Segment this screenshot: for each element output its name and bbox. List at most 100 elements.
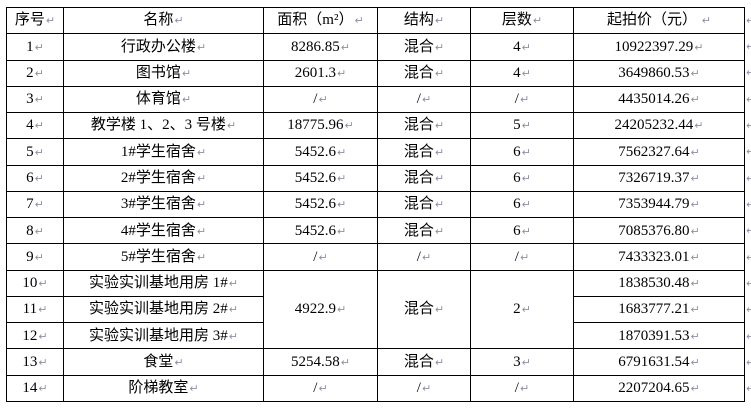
cell-structure[interactable]: 混合↵ [377, 348, 471, 376]
cell-structure-merged[interactable]: 混合↵ [377, 269, 471, 350]
cell-text: 7562327.64 [618, 143, 690, 160]
cell-floors[interactable]: 6↵ [470, 164, 574, 192]
cell-price[interactable]: 7353944.79↵ [573, 190, 745, 219]
cell-structure[interactable]: 混合↵ [377, 59, 471, 87]
cell-name[interactable]: 5#学生宿舍↵ [63, 243, 264, 271]
header-area[interactable]: 面积（m²）↵ [263, 6, 378, 35]
cell-end-mark: ↵ [318, 250, 328, 264]
cell-name[interactable]: 4#学生宿舍↵ [63, 217, 264, 245]
header-structure[interactable]: 结构↵ [377, 6, 471, 35]
cell-floors[interactable]: /↵ [470, 85, 574, 114]
cell-structure[interactable]: /↵ [377, 85, 471, 114]
cell-floors[interactable]: 5↵ [470, 112, 574, 140]
cell-end-mark: ↵ [521, 224, 531, 238]
cell-area[interactable]: 18775.96↵ [263, 112, 378, 140]
cell-area-merged[interactable]: 4922.9↵ [263, 269, 378, 350]
cell-no[interactable]: 1↵ [6, 33, 64, 61]
cell-text: 混合 [403, 353, 434, 370]
cell-floors[interactable]: /↵ [470, 374, 574, 403]
cell-name[interactable]: 体育馆↵ [63, 85, 264, 114]
cell-no[interactable]: 6↵ [6, 164, 64, 192]
cell-price[interactable]: 3649860.53↵ [573, 59, 745, 87]
cell-no[interactable]: 11↵ [6, 295, 64, 324]
cell-area[interactable]: /↵ [263, 243, 378, 271]
cell-no[interactable]: 8↵ [6, 217, 64, 245]
header-price[interactable]: 起拍价（元） ↵ [573, 6, 745, 35]
cell-end-mark: ↵ [421, 382, 432, 396]
cell-no[interactable]: 7↵ [6, 190, 64, 219]
cell-end-mark: ↵ [189, 382, 199, 396]
cell-price[interactable]: 1870391.53↵ [573, 322, 745, 350]
cell-no[interactable]: 2↵ [6, 59, 64, 87]
row-end-mark: ↵ [746, 329, 751, 343]
cell-no[interactable]: 3↵ [6, 85, 64, 114]
cell-area[interactable]: 5254.58↵ [263, 348, 378, 376]
cell-text: 3#学生宿舍 [120, 196, 196, 213]
cell-no[interactable]: 5↵ [6, 138, 64, 166]
cell-price[interactable]: 10922397.29↵ [573, 33, 745, 61]
cell-name[interactable]: 3#学生宿舍↵ [63, 190, 264, 219]
cell-floors[interactable]: 6↵ [470, 190, 574, 219]
cell-name[interactable]: 行政办公楼↵ [63, 33, 264, 61]
cell-text: 5452.6 [294, 143, 337, 160]
cell-area[interactable]: 5452.6↵ [263, 217, 378, 245]
cell-structure[interactable]: 混合↵ [377, 138, 471, 166]
cell-text: 6 [513, 196, 521, 213]
cell-text: 7353944.79 [618, 196, 690, 213]
cell-name[interactable]: 图书馆↵ [63, 59, 264, 87]
cell-area[interactable]: 5452.6↵ [263, 190, 378, 219]
cell-name[interactable]: 教学楼 1、2、3 号楼↵ [63, 112, 264, 140]
cell-floors[interactable]: 3↵ [470, 348, 574, 376]
cell-floors-merged[interactable]: 2↵ [470, 269, 574, 350]
cell-no[interactable]: 4↵ [6, 112, 64, 140]
cell-structure[interactable]: 混合↵ [377, 164, 471, 192]
cell-area[interactable]: 5452.6↵ [263, 164, 378, 192]
cell-name[interactable]: 实验实训基地用房 3#↵ [63, 322, 264, 350]
cell-area[interactable]: 8286.85↵ [263, 33, 378, 61]
cell-name[interactable]: 实验实训基地用房 2#↵ [63, 295, 264, 324]
cell-area[interactable]: /↵ [263, 85, 378, 114]
cell-price[interactable]: 7433323.01↵ [573, 243, 745, 271]
cell-structure[interactable]: 混合↵ [377, 33, 471, 61]
cell-structure[interactable]: 混合↵ [377, 217, 471, 245]
header-name[interactable]: 名称↵ [63, 6, 264, 35]
cell-price[interactable]: 6791631.54↵ [573, 348, 745, 376]
cell-floors[interactable]: 6↵ [470, 217, 574, 245]
cell-price[interactable]: 2207204.65↵ [573, 374, 745, 403]
cell-price[interactable]: 1838530.48↵ [573, 269, 745, 297]
cell-area[interactable]: 5452.6↵ [263, 138, 378, 166]
cell-no[interactable]: 12↵ [6, 322, 64, 350]
cell-price[interactable]: 7085376.80↵ [573, 217, 745, 245]
cell-price[interactable]: 1683777.21↵ [573, 295, 745, 324]
cell-text: 10 [22, 275, 38, 292]
cell-price[interactable]: 24205232.44↵ [573, 112, 745, 140]
cell-structure[interactable]: 混合↵ [377, 112, 471, 140]
cell-structure[interactable]: 混合↵ [377, 190, 471, 219]
cell-floors[interactable]: 6↵ [470, 138, 574, 166]
cell-name[interactable]: 实验实训基地用房 1#↵ [63, 269, 264, 297]
cell-no[interactable]: 14↵ [6, 374, 64, 403]
cell-area[interactable]: /↵ [263, 374, 378, 403]
cell-area[interactable]: 2601.3↵ [263, 59, 378, 87]
cell-floors[interactable]: /↵ [470, 243, 574, 271]
cell-price[interactable]: 4435014.26↵ [573, 85, 745, 114]
header-no[interactable]: 序号↵ [6, 6, 64, 35]
cell-name[interactable]: 阶梯教室↵ [63, 374, 264, 403]
cell-end-mark: ↵ [337, 145, 347, 159]
cell-no[interactable]: 13↵ [6, 348, 64, 376]
cell-name[interactable]: 2#学生宿舍↵ [63, 164, 264, 192]
cell-no[interactable]: 10↵ [6, 269, 64, 297]
cell-floors[interactable]: 4↵ [470, 59, 574, 87]
cell-structure[interactable]: /↵ [377, 243, 471, 271]
cell-floors[interactable]: 4↵ [470, 33, 574, 61]
header-floors[interactable]: 层数↵ [470, 6, 574, 35]
cell-text: 4 [513, 64, 521, 81]
cell-no[interactable]: 9↵ [6, 243, 64, 271]
cell-name[interactable]: 食堂↵ [63, 348, 264, 376]
cell-text: 6 [513, 222, 521, 239]
cell-price[interactable]: 7326719.37↵ [573, 164, 745, 192]
cell-name[interactable]: 1#学生宿舍↵ [63, 138, 264, 166]
cell-structure[interactable]: /↵ [377, 374, 471, 403]
cell-price[interactable]: 7562327.64↵ [573, 138, 745, 166]
cell-end-mark: ↵ [519, 93, 530, 107]
